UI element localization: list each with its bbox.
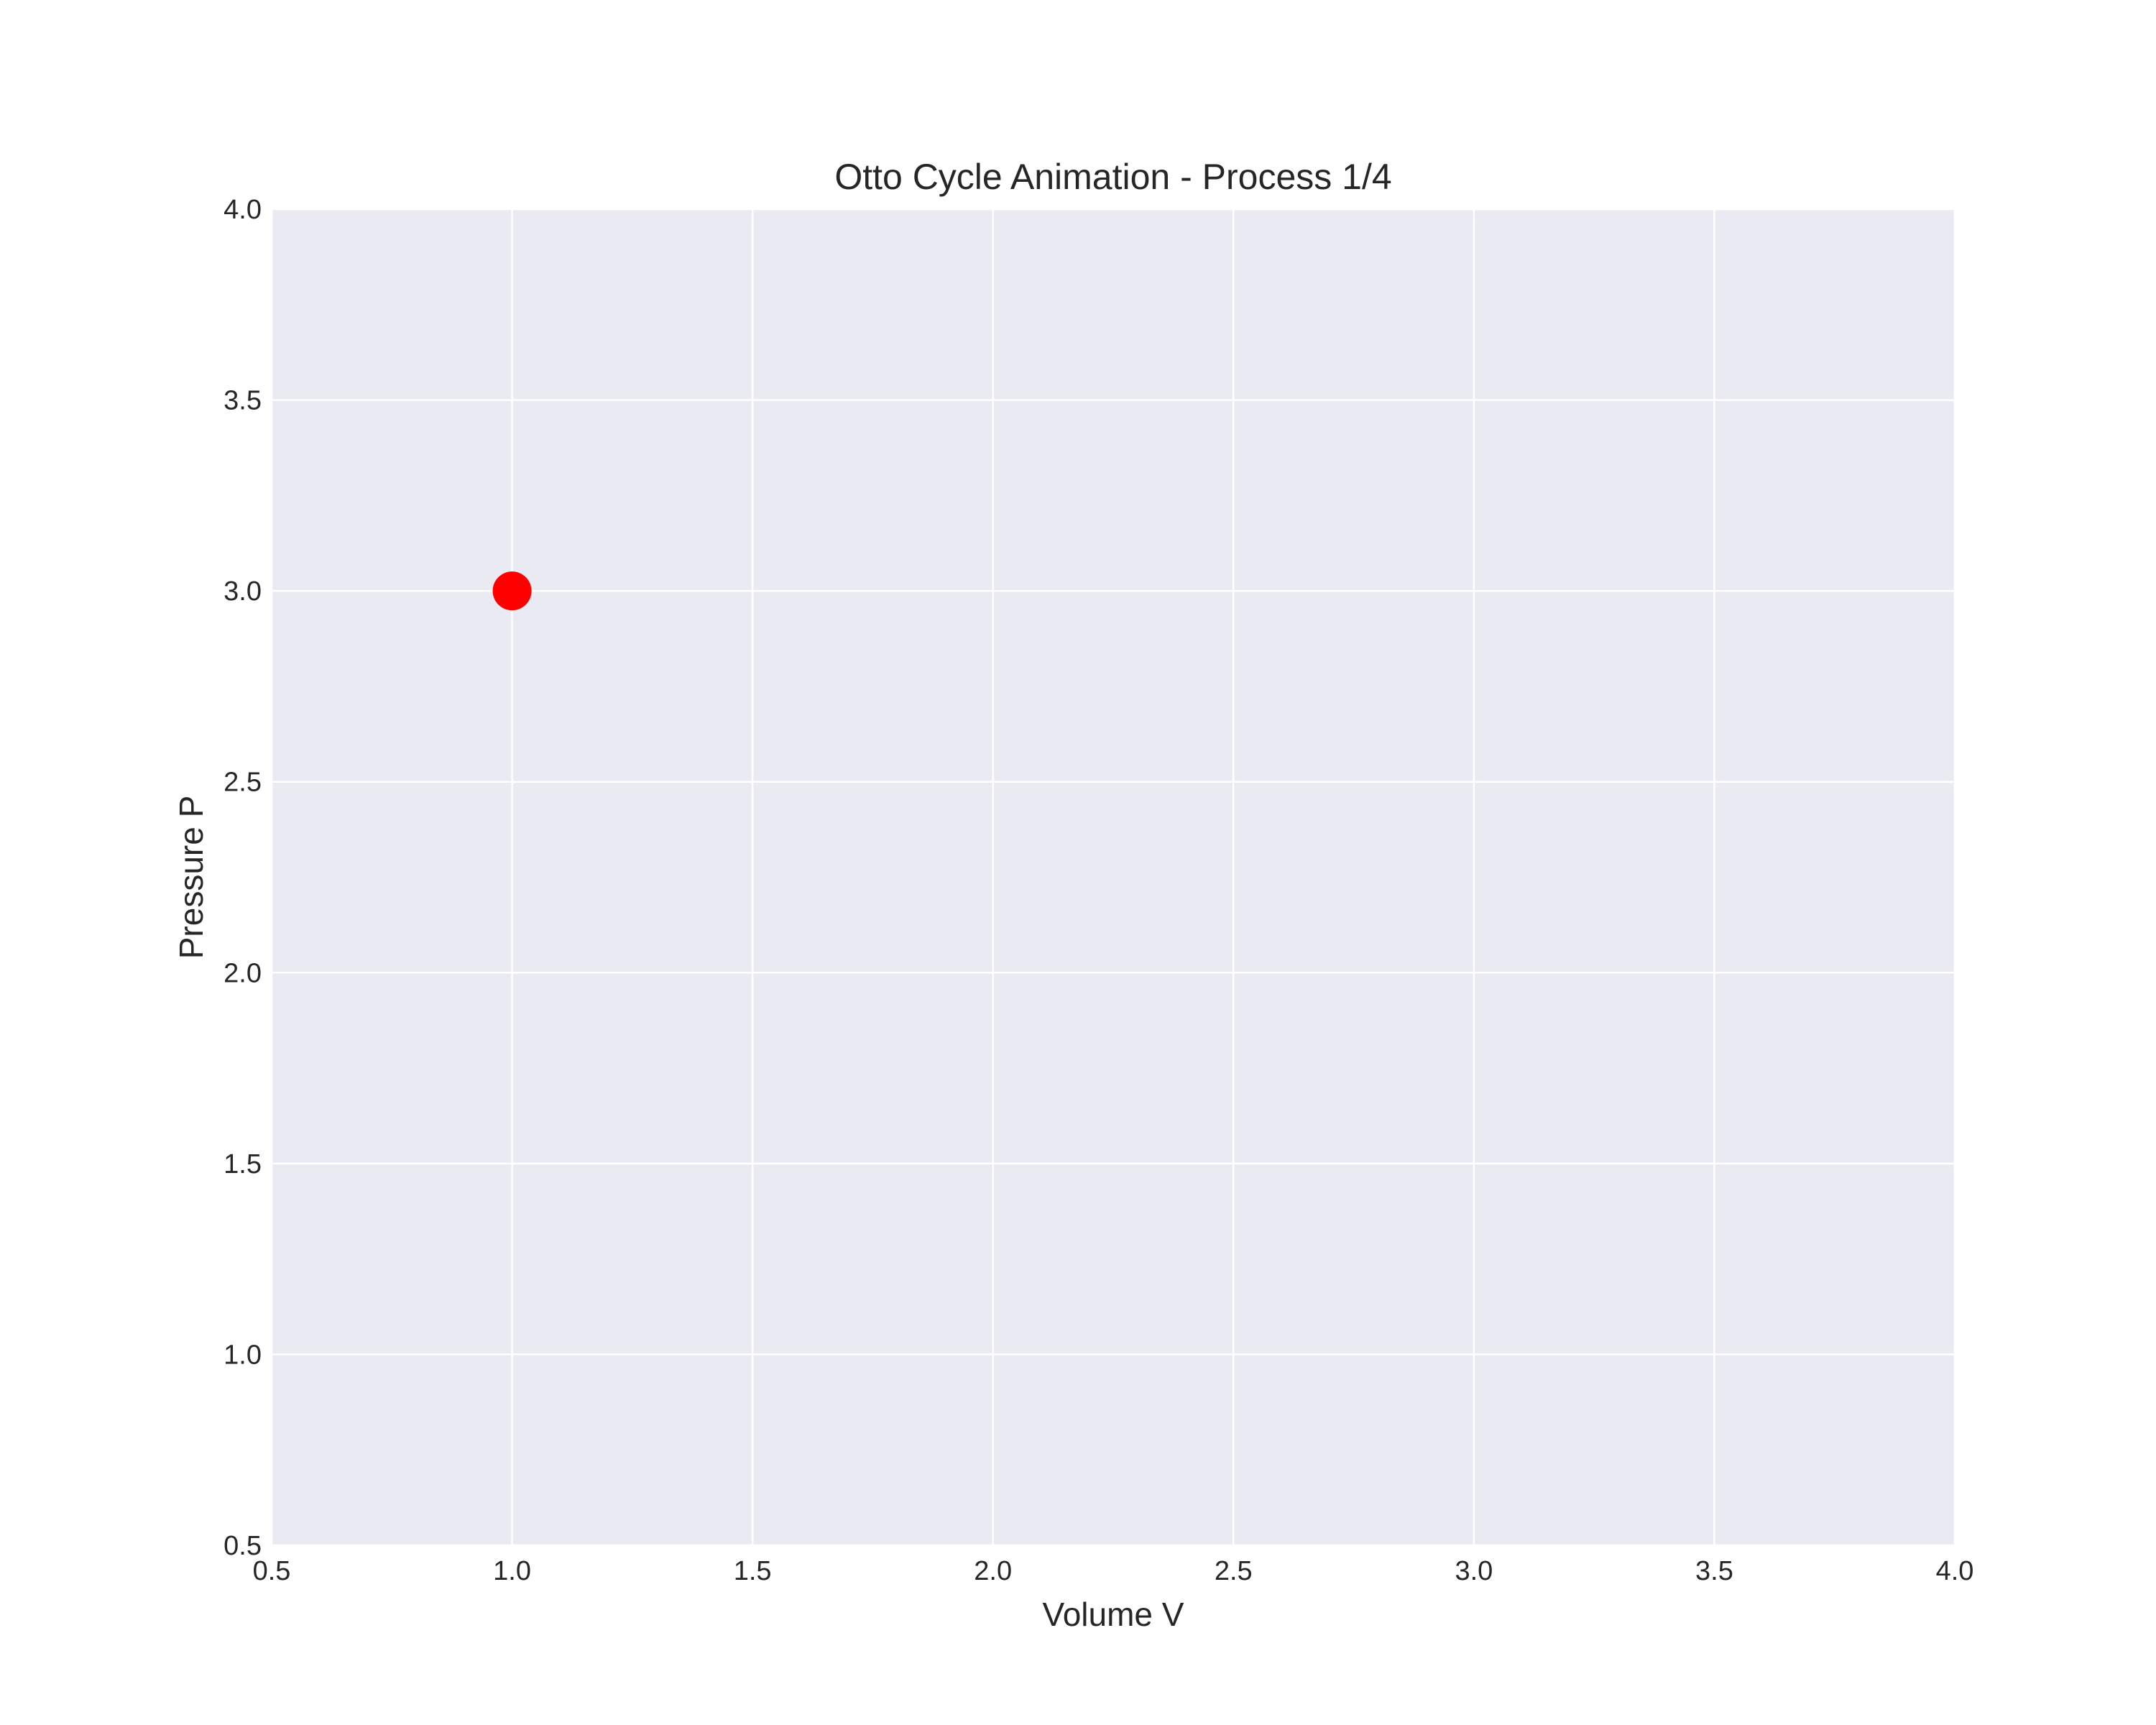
- x-gridlines: [270, 209, 1956, 1545]
- plot-area: [272, 209, 1955, 1545]
- y-tick-label: 1.0: [224, 1340, 262, 1370]
- x-tick-label: 1.0: [493, 1556, 531, 1586]
- x-tick-label: 3.0: [1455, 1556, 1493, 1586]
- x-axis-label: Volume V: [1043, 1596, 1184, 1633]
- chart-title: Otto Cycle Animation - Process 1/4: [834, 157, 1391, 197]
- x-tick-label: 2.5: [1215, 1556, 1253, 1586]
- x-tick-labels: 0.5 1.0 1.5 2.0 2.5 3.0 3.5 4.0: [253, 1556, 1974, 1586]
- y-tick-label: 3.0: [224, 576, 262, 607]
- x-tick-label: 2.0: [974, 1556, 1012, 1586]
- y-tick-label: 0.5: [224, 1531, 262, 1561]
- state-point: [492, 571, 532, 611]
- x-tick-label: 3.5: [1695, 1556, 1733, 1586]
- y-tick-labels: 0.5 1.0 1.5 2.0 2.5 3.0 3.5 4.0: [224, 195, 262, 1561]
- y-tick-label: 1.5: [224, 1149, 262, 1179]
- y-gridlines: [272, 208, 1955, 1547]
- y-tick-label: 4.0: [224, 195, 262, 225]
- x-tick-label: 1.5: [734, 1556, 772, 1586]
- data-points: [492, 571, 532, 611]
- y-tick-label: 3.5: [224, 386, 262, 416]
- y-axis-label: Pressure P: [172, 796, 210, 960]
- x-tick-label: 0.5: [253, 1556, 291, 1586]
- y-tick-label: 2.0: [224, 958, 262, 988]
- x-tick-label: 4.0: [1936, 1556, 1974, 1586]
- y-tick-label: 2.5: [224, 768, 262, 798]
